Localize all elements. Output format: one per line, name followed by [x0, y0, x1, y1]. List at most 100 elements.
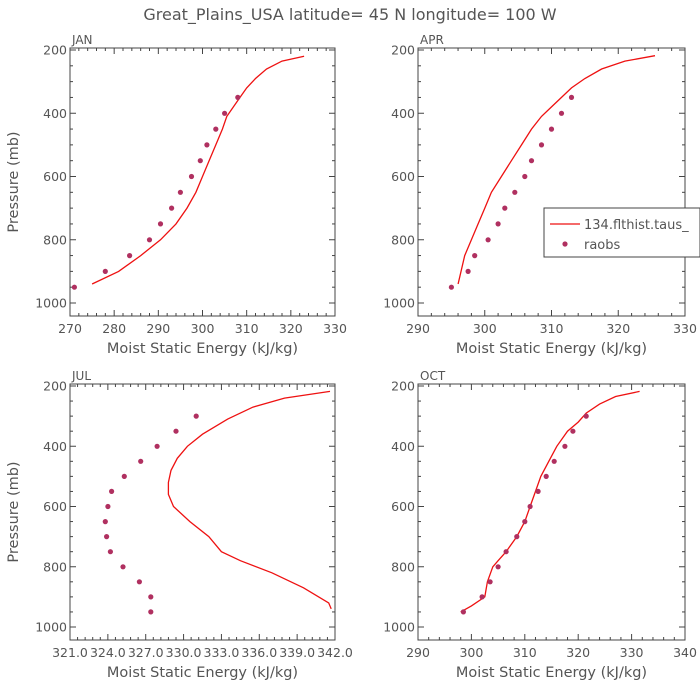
raob-point: [503, 549, 509, 555]
x-tick-label: 336.0: [241, 645, 277, 660]
x-tick-label: 339.0: [279, 645, 315, 660]
raob-point: [197, 158, 203, 164]
raob-point: [146, 237, 153, 243]
x-tick-label: 321.0: [52, 645, 88, 660]
legend-obs-marker: [562, 241, 568, 247]
model-profile-line: [167, 390, 332, 610]
x-axis-label: Moist Static Energy (kJ/kg): [107, 341, 298, 357]
x-tick-label: 333.0: [204, 645, 240, 660]
panels: JAN 270 280 290 300 310 320 330 200 400 600 800 1000…: [6, 33, 697, 681]
raob-point: [522, 519, 528, 525]
raob-point: [495, 221, 501, 227]
y-tick-label: 600: [43, 499, 67, 514]
y-tick-label: 1000: [383, 620, 415, 635]
panel-apr: APR 290 300 310 320 330 200 400 600 800 1000 Moist …: [383, 33, 697, 357]
y-tick-label: 200: [43, 43, 67, 58]
x-tick-label: 290: [406, 321, 430, 336]
x-tick-label: 300: [473, 321, 497, 336]
panel-jan: JAN 270 280 290 300 310 320 330 200 400 600 800 1000…: [6, 33, 347, 357]
x-tick-label: 280: [102, 321, 126, 336]
x-tick-label: 300: [191, 321, 215, 336]
y-tick-label: 800: [43, 559, 67, 574]
raob-point: [495, 564, 501, 570]
y-tick-label: 400: [43, 439, 67, 454]
x-tick-label: 330: [323, 321, 347, 336]
raob-point: [527, 503, 533, 510]
legend-model-label: 134.flthist.taus_: [584, 218, 689, 233]
panel-label: OCT: [420, 369, 446, 383]
x-tick-label: 320: [606, 321, 630, 336]
y-tick-label: 800: [391, 559, 415, 574]
x-tick-label: 327.0: [128, 645, 164, 660]
raob-point: [148, 594, 154, 600]
y-tick-label: 400: [391, 106, 415, 121]
y-tick-label: 400: [43, 106, 67, 121]
raob-point: [105, 503, 111, 510]
x-tick-label: 320: [566, 645, 590, 660]
raob-point: [485, 237, 491, 243]
raob-point: [465, 268, 471, 274]
x-tick-label: 320: [279, 321, 303, 336]
raob-point: [568, 94, 575, 100]
raob-point: [514, 534, 520, 540]
raob-point: [102, 519, 108, 525]
raob-point: [558, 110, 565, 116]
panel-label: JAN: [71, 33, 93, 47]
raob-point: [71, 284, 77, 290]
raob-point: [472, 253, 478, 259]
y-tick-label: 600: [43, 169, 67, 184]
raob-point: [213, 126, 219, 132]
raob-point: [535, 488, 541, 494]
x-tick-label: 310: [235, 321, 259, 336]
raob-point: [538, 142, 545, 148]
raob-point: [522, 173, 528, 180]
raob-point: [107, 549, 113, 555]
raob-point: [157, 221, 164, 227]
raob-point: [148, 609, 154, 615]
y-tick-label: 1000: [35, 296, 67, 311]
x-axis-label: Moist Static Energy (kJ/kg): [456, 341, 647, 357]
raob-point: [154, 443, 160, 449]
y-tick-label: 200: [43, 379, 67, 394]
x-axis-label: Moist Static Energy (kJ/kg): [107, 665, 298, 681]
raob-point: [548, 126, 555, 132]
raob-point: [173, 428, 179, 434]
x-tick-label: 330: [673, 321, 697, 336]
raob-point: [562, 443, 568, 449]
y-tick-label: 600: [391, 169, 415, 184]
x-tick-label: 290: [146, 321, 170, 336]
raob-point: [448, 284, 454, 290]
raob-point: [102, 268, 108, 274]
legend: 134.flthist.taus_ raobs: [543, 207, 700, 258]
raob-point: [460, 609, 466, 615]
panel-jul: JUL 321.0 324.0 327.0 330.0 333.0 336.0 339.0 34…: [6, 369, 353, 681]
y-axis-label: Pressure (mb): [6, 461, 22, 562]
model-profile-line: [460, 390, 640, 613]
y-tick-label: 400: [391, 439, 415, 454]
raob-point: [502, 205, 508, 211]
x-tick-label: 330.0: [166, 645, 202, 660]
y-tick-label: 200: [391, 43, 415, 58]
raob-point: [177, 189, 183, 195]
x-tick-label: 310: [540, 321, 564, 336]
raob-point: [543, 473, 549, 479]
raob-point: [188, 173, 195, 180]
raob-point: [528, 158, 535, 164]
y-tick-label: 800: [391, 232, 415, 247]
raob-point: [138, 458, 144, 464]
plot-frame: [69, 383, 336, 641]
x-tick-label: 340: [673, 645, 697, 660]
raob-point: [104, 534, 110, 540]
raob-point: [109, 488, 115, 494]
raob-point: [570, 428, 576, 434]
x-tick-label: 324.0: [90, 645, 126, 660]
raob-point: [136, 579, 142, 585]
raob-point: [512, 189, 518, 195]
x-tick-label: 330: [620, 645, 644, 660]
plot-frame: [417, 47, 686, 317]
y-tick-label: 1000: [383, 296, 415, 311]
panel-oct: OCT 290 300 310 320 330 340 200 400 600 800 1000 Moi…: [383, 369, 697, 681]
y-tick-label: 200: [391, 379, 415, 394]
raob-point: [127, 253, 133, 259]
